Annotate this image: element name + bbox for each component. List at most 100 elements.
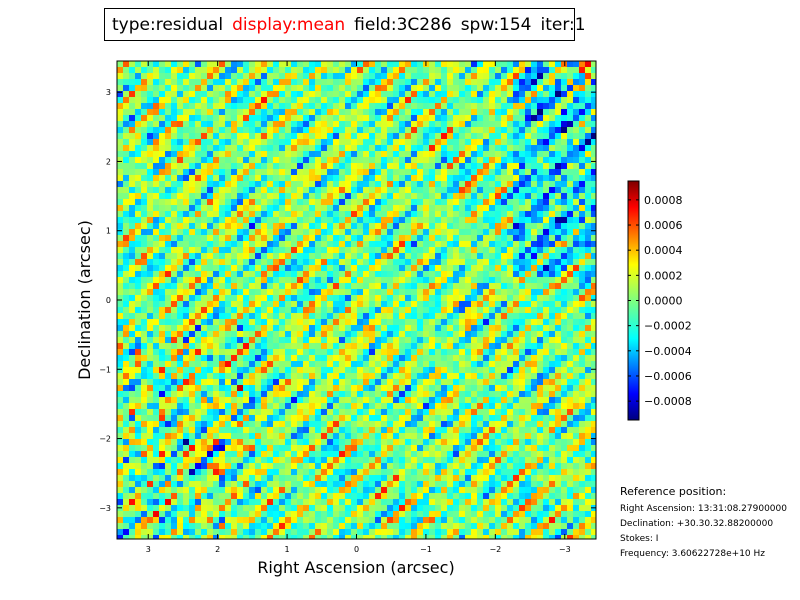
heatmap-cell	[393, 313, 400, 320]
heatmap-cell	[129, 391, 136, 398]
heatmap-cell	[441, 187, 448, 194]
heatmap-cell	[513, 277, 520, 284]
heatmap-cell	[177, 133, 184, 140]
heatmap-cell	[423, 373, 430, 380]
heatmap-cell	[135, 103, 142, 110]
heatmap-cell	[519, 85, 526, 92]
heatmap-cell	[399, 319, 406, 326]
heatmap-cell	[345, 205, 352, 212]
heatmap-cell	[573, 91, 580, 98]
heatmap-cell	[483, 427, 490, 434]
heatmap-cell	[435, 169, 442, 176]
heatmap-cell	[297, 199, 304, 206]
heatmap-cell	[249, 307, 256, 314]
heatmap-cell	[297, 307, 304, 314]
heatmap-cell	[345, 151, 352, 158]
heatmap-cell	[129, 325, 136, 332]
heatmap-cell	[411, 199, 418, 206]
heatmap-cell	[189, 115, 196, 122]
heatmap-cell	[267, 421, 274, 428]
heatmap-cell	[435, 223, 442, 230]
heatmap-cell	[297, 391, 304, 398]
heatmap-cell	[447, 295, 454, 302]
heatmap-cell	[483, 73, 490, 80]
heatmap-cell	[405, 277, 412, 284]
heatmap-cell	[495, 271, 502, 278]
heatmap-cell	[519, 169, 526, 176]
heatmap-cell	[315, 331, 322, 338]
heatmap-cell	[153, 217, 160, 224]
heatmap-cell	[273, 193, 280, 200]
heatmap-cell	[483, 229, 490, 236]
heatmap-cell	[573, 337, 580, 344]
heatmap-cell	[459, 355, 466, 362]
heatmap-cell	[441, 415, 448, 422]
heatmap-cell	[351, 325, 358, 332]
heatmap-cell	[195, 277, 202, 284]
heatmap-cell	[399, 193, 406, 200]
heatmap-cell	[417, 229, 424, 236]
heatmap-cell	[363, 229, 370, 236]
heatmap-cell	[411, 217, 418, 224]
heatmap-cell	[153, 379, 160, 386]
heatmap-cell	[249, 211, 256, 218]
heatmap-cell	[159, 325, 166, 332]
heatmap-cell	[417, 73, 424, 80]
heatmap-cell	[399, 217, 406, 224]
heatmap-cell	[411, 85, 418, 92]
heatmap-cell	[339, 373, 346, 380]
heatmap-cell	[261, 295, 268, 302]
heatmap-cell	[183, 343, 190, 350]
heatmap-cell	[531, 199, 538, 206]
heatmap-cell	[231, 367, 238, 374]
heatmap-cell	[351, 187, 358, 194]
heatmap-cell	[465, 187, 472, 194]
heatmap-cell	[177, 277, 184, 284]
heatmap-cell	[315, 187, 322, 194]
heatmap-cell	[129, 367, 136, 374]
heatmap-cell	[543, 205, 550, 212]
heatmap-cell	[297, 331, 304, 338]
heatmap-cell	[555, 199, 562, 206]
heatmap-cell	[117, 343, 124, 350]
heatmap-cell	[411, 187, 418, 194]
heatmap-cell	[549, 109, 556, 116]
heatmap-cell	[489, 217, 496, 224]
heatmap-cell	[537, 403, 544, 410]
heatmap-cell	[345, 307, 352, 314]
heatmap-cell	[525, 217, 532, 224]
heatmap-cell	[399, 223, 406, 230]
heatmap-cell	[333, 163, 340, 170]
heatmap-cell	[225, 115, 232, 122]
heatmap-cell	[225, 97, 232, 104]
heatmap-cell	[567, 241, 574, 248]
heatmap-cell	[225, 307, 232, 314]
heatmap-cell	[291, 67, 298, 74]
heatmap-cell	[591, 235, 596, 242]
heatmap-cell	[159, 253, 166, 260]
heatmap-cell	[201, 289, 208, 296]
heatmap-cell	[165, 229, 172, 236]
heatmap-cell	[135, 163, 142, 170]
heatmap-cell	[297, 115, 304, 122]
heatmap-cell	[147, 319, 154, 326]
heatmap-cell	[321, 115, 328, 122]
heatmap-cell	[195, 217, 202, 224]
heatmap-cell	[423, 361, 430, 368]
heatmap-cell	[489, 91, 496, 98]
heatmap-cell	[513, 91, 520, 98]
heatmap-cell	[285, 85, 292, 92]
heatmap-cell	[225, 403, 232, 410]
heatmap-cell	[333, 223, 340, 230]
heatmap-cell	[399, 157, 406, 164]
heatmap-cell	[225, 109, 232, 116]
heatmap-cell	[129, 409, 136, 416]
heatmap-cell	[255, 115, 262, 122]
heatmap-cell	[567, 181, 574, 188]
heatmap-cell	[405, 265, 412, 272]
heatmap-cell	[333, 385, 340, 392]
heatmap-cell	[351, 307, 358, 314]
heatmap-cell	[591, 283, 596, 290]
heatmap-cell	[225, 163, 232, 170]
heatmap-cell	[543, 79, 550, 86]
